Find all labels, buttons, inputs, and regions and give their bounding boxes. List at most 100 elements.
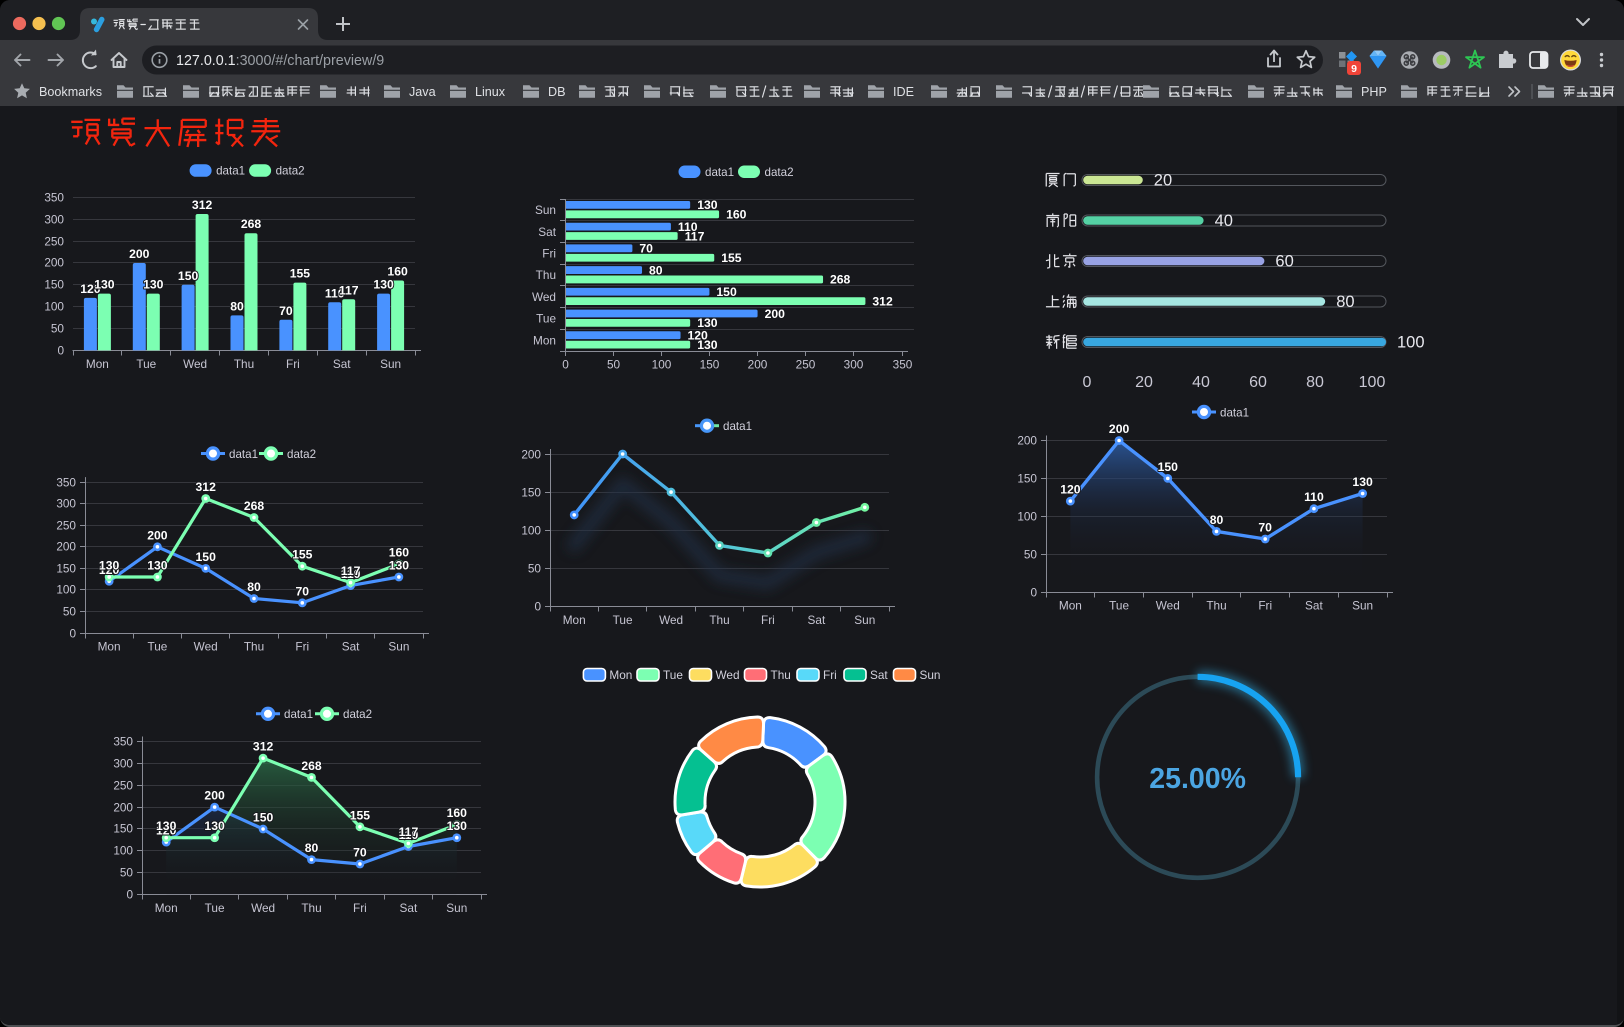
svg-text:120: 120 (80, 282, 101, 296)
svg-text:Sat: Sat (342, 640, 360, 654)
svg-text:60: 60 (1275, 253, 1293, 271)
svg-text:120: 120 (99, 563, 120, 577)
svg-text:data2: data2 (343, 708, 372, 721)
svg-text:Mon: Mon (563, 613, 586, 627)
svg-text:Wed: Wed (532, 290, 556, 304)
svg-text:Mon: Mon (86, 357, 109, 371)
svg-text:0: 0 (57, 344, 64, 358)
svg-text:Wed: Wed (1156, 599, 1180, 613)
svg-text:312: 312 (196, 480, 217, 494)
svg-text:200: 200 (521, 448, 541, 462)
svg-text:312: 312 (872, 295, 893, 309)
svg-text:20: 20 (1154, 172, 1172, 190)
svg-text:Tue: Tue (136, 357, 156, 371)
svg-text:312: 312 (253, 740, 274, 754)
svg-text:Mon: Mon (98, 640, 121, 654)
svg-text:80: 80 (230, 299, 244, 313)
svg-text:110: 110 (325, 286, 345, 300)
svg-text:110: 110 (678, 220, 698, 234)
svg-text:Sat: Sat (538, 225, 556, 239)
svg-text:130: 130 (697, 316, 718, 330)
svg-text:Tue: Tue (205, 901, 225, 915)
svg-text:70: 70 (353, 846, 367, 860)
svg-text:200: 200 (748, 358, 768, 372)
svg-text:50: 50 (528, 562, 542, 576)
svg-text:70: 70 (296, 584, 310, 598)
svg-text:Sat: Sat (808, 613, 826, 627)
svg-text:20: 20 (1135, 374, 1153, 391)
svg-text:250: 250 (56, 519, 76, 533)
svg-text:Sun: Sun (920, 668, 941, 682)
svg-text:300: 300 (56, 497, 76, 511)
svg-text:Fri: Fri (823, 668, 837, 682)
svg-text:268: 268 (241, 217, 262, 231)
svg-text:300: 300 (844, 358, 864, 372)
svg-text:0: 0 (534, 600, 541, 614)
svg-text:117: 117 (685, 229, 705, 243)
svg-text:350: 350 (893, 358, 913, 372)
svg-text:50: 50 (607, 358, 621, 372)
svg-text:Bookmarks: Bookmarks (39, 85, 102, 99)
svg-text:data2: data2 (765, 166, 794, 179)
svg-text:80: 80 (1306, 374, 1324, 391)
svg-text:130: 130 (94, 278, 115, 292)
svg-text:Sun: Sun (380, 357, 401, 371)
svg-text:Fri: Fri (542, 247, 556, 261)
svg-text:0: 0 (1030, 586, 1037, 600)
svg-text:40: 40 (1215, 212, 1233, 230)
svg-text:DB: DB (548, 85, 566, 99)
svg-text:25.00%: 25.00% (1149, 763, 1246, 795)
svg-text:data2: data2 (276, 165, 305, 178)
svg-text:130: 130 (447, 819, 468, 833)
svg-text:268: 268 (301, 759, 322, 773)
svg-text:IDE: IDE (893, 85, 914, 99)
svg-text:70: 70 (639, 242, 653, 256)
svg-text:130: 130 (147, 559, 168, 573)
svg-text:Fri: Fri (1258, 599, 1272, 613)
svg-text:200: 200 (765, 307, 786, 321)
svg-text:268: 268 (244, 499, 265, 513)
svg-text:data1: data1 (229, 448, 258, 461)
svg-text:117: 117 (399, 825, 419, 839)
svg-text:150: 150 (196, 550, 217, 564)
svg-text:200: 200 (113, 801, 133, 815)
svg-text:100: 100 (652, 358, 672, 372)
svg-text:Tue: Tue (536, 312, 556, 326)
svg-text:70: 70 (279, 304, 293, 318)
svg-text:155: 155 (721, 251, 742, 265)
svg-text:200: 200 (1017, 434, 1037, 448)
svg-text:200: 200 (56, 540, 76, 554)
svg-text:200: 200 (204, 789, 225, 803)
svg-text:120: 120 (688, 329, 709, 343)
svg-text:100: 100 (1017, 510, 1037, 524)
svg-text:150: 150 (521, 486, 541, 500)
svg-text:200: 200 (147, 528, 168, 542)
svg-text:160: 160 (726, 208, 747, 222)
svg-text:200: 200 (129, 247, 150, 261)
svg-text:50: 50 (120, 866, 134, 880)
svg-text:Wed: Wed (251, 901, 275, 915)
svg-text:Thu: Thu (244, 640, 264, 654)
svg-text:150: 150 (113, 822, 133, 836)
svg-text:150: 150 (253, 811, 274, 825)
svg-text:Sun: Sun (388, 640, 409, 654)
svg-text:250: 250 (113, 779, 133, 793)
svg-text:80: 80 (305, 841, 319, 855)
svg-text:100: 100 (1397, 334, 1425, 352)
svg-text:130: 130 (373, 278, 394, 292)
svg-text:250: 250 (44, 235, 64, 249)
svg-text:250: 250 (796, 358, 816, 372)
svg-text:50: 50 (1024, 548, 1038, 562)
svg-text:100: 100 (521, 524, 541, 538)
svg-text:0: 0 (1083, 374, 1092, 391)
svg-text:70: 70 (1258, 521, 1272, 535)
svg-text:300: 300 (113, 757, 133, 771)
svg-text:Tue: Tue (147, 640, 167, 654)
svg-text:117: 117 (339, 283, 359, 297)
svg-text:data1: data1 (216, 165, 245, 178)
svg-text:100: 100 (113, 844, 133, 858)
svg-text:Thu: Thu (771, 668, 791, 682)
svg-text:0: 0 (562, 358, 569, 372)
svg-text:150: 150 (44, 278, 64, 292)
svg-text:data1: data1 (723, 420, 752, 433)
